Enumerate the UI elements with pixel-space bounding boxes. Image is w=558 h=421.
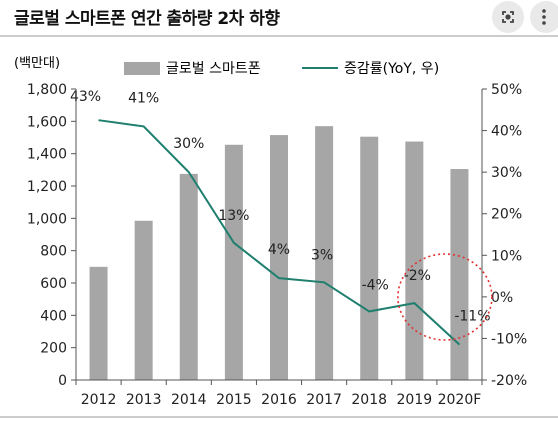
legend-line-label: 증감률(YoY, 우) <box>344 61 439 77</box>
bar <box>89 266 108 380</box>
left-tick-label: 400 <box>40 308 67 324</box>
google-lens-icon <box>502 11 514 23</box>
data-label: -4% <box>362 277 389 293</box>
data-label: 43% <box>70 89 101 105</box>
x-tick-label: 2012 <box>81 392 117 408</box>
left-tick-label: 200 <box>40 341 67 357</box>
left-tick-label: 0 <box>58 373 67 389</box>
x-tick-label: 2013 <box>126 392 162 408</box>
data-label: 13% <box>218 208 249 224</box>
x-tick-label: 2018 <box>351 392 387 408</box>
legend: 글로벌 스마트폰 증감률(YoY, 우) <box>124 61 439 77</box>
right-tick-label: 10% <box>491 248 522 264</box>
highlight-ellipse <box>397 253 493 341</box>
bar <box>360 136 379 380</box>
right-tick-label: 20% <box>491 207 522 223</box>
bar <box>134 220 153 380</box>
right-axis: -20% -10% 0% 10% 20% 30% 40% 50% <box>481 82 527 389</box>
x-tick-label: 2015 <box>216 392 252 408</box>
data-label: -2% <box>404 268 431 284</box>
legend-bar-label: 글로벌 스마트폰 <box>166 61 261 77</box>
x-axis: 2012 2013 2014 2015 2016 2017 2018 2019 2020F <box>75 379 483 408</box>
left-tick-label: 600 <box>40 276 67 292</box>
x-tick-label: 2016 <box>261 392 297 408</box>
left-tick-label: 1,400 <box>27 147 67 163</box>
data-label: 41% <box>128 90 159 106</box>
data-label: -11% <box>454 309 490 325</box>
right-tick-label: -20% <box>491 373 527 389</box>
bar <box>405 141 424 380</box>
more-vert-icon <box>542 9 546 25</box>
legend-bar-swatch <box>124 62 160 75</box>
left-tick-label: 800 <box>40 244 67 260</box>
right-tick-label: 50% <box>491 82 522 98</box>
bar <box>315 126 334 380</box>
left-axis: 0 200 400 600 800 1,000 1,200 1,400 1,600 1,800 <box>27 82 77 389</box>
left-tick-label: 1,200 <box>27 179 67 195</box>
data-label: 3% <box>311 247 333 263</box>
page-title: 글로벌 스마트폰 연간 출하량 2차 하향 <box>14 9 280 29</box>
bar <box>224 144 243 380</box>
bar-series <box>89 126 469 380</box>
right-tick-label: 40% <box>491 124 522 140</box>
x-tick-label: 2017 <box>306 392 342 408</box>
bar <box>450 169 469 380</box>
x-tick-label: 2019 <box>397 392 433 408</box>
highlight-ellipse-shape <box>397 253 493 341</box>
more-options-button[interactable] <box>530 1 558 33</box>
yoy-line <box>98 119 461 346</box>
left-tick-label: 1,000 <box>27 211 67 227</box>
line-series: 43% 41% 30% 13% 4% 3% -4% -2% -11% <box>70 89 491 346</box>
right-tick-label: 30% <box>491 165 522 181</box>
data-label: 30% <box>173 136 204 152</box>
right-tick-label: -10% <box>491 331 527 347</box>
left-tick-label: 1,600 <box>27 114 67 130</box>
data-label: 4% <box>268 242 290 258</box>
right-tick-label: 0% <box>491 290 513 306</box>
bar <box>270 135 288 380</box>
x-tick-label: 2020F <box>438 392 482 408</box>
lens-button[interactable] <box>492 1 524 33</box>
unit-label: (백만대) <box>14 56 60 71</box>
x-tick-label: 2014 <box>171 392 207 408</box>
bar <box>179 173 198 380</box>
left-tick-label: 1,800 <box>27 82 67 98</box>
